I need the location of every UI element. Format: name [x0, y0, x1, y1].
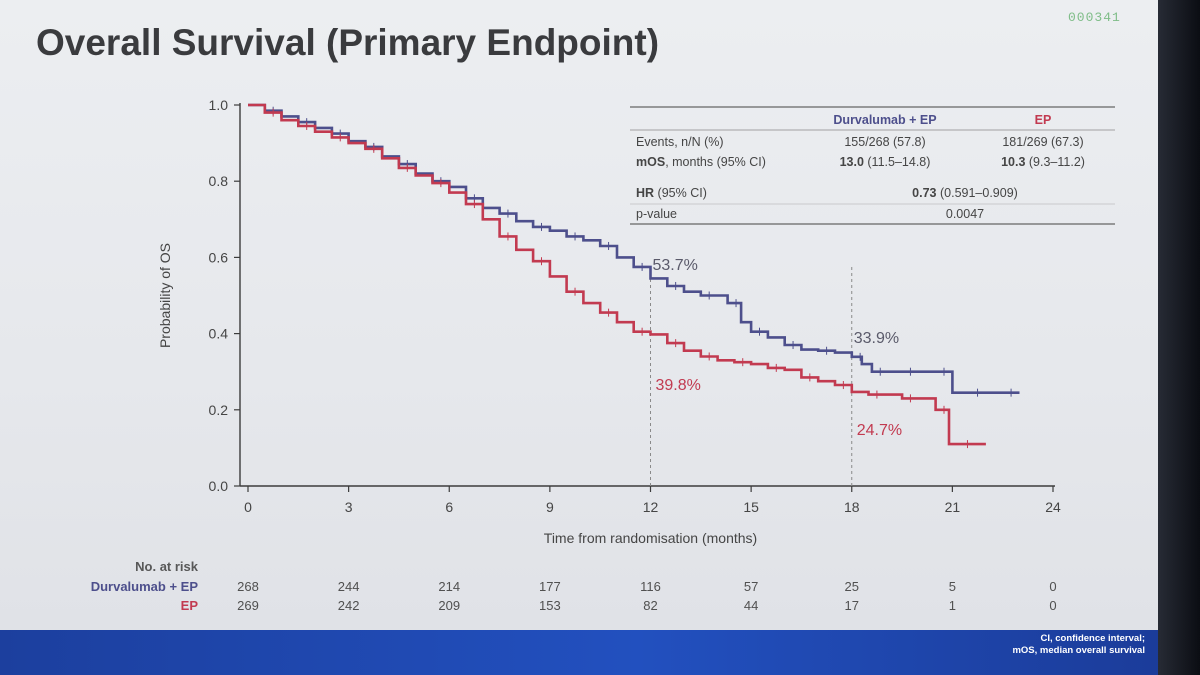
y-tick-label: 0.6 — [209, 249, 229, 265]
annotation-durvalumab-ep-18m: 33.9% — [854, 330, 899, 347]
mos-label: mOS, months (95% CI) — [636, 155, 766, 169]
footnote-line-2: mOS, median overall survival — [1012, 645, 1145, 656]
at-risk-value: 82 — [643, 598, 657, 613]
at-risk-value: 5 — [949, 579, 956, 594]
at-risk-value: 244 — [338, 579, 360, 594]
x-tick-label: 12 — [643, 499, 659, 515]
reference-lines — [650, 265, 853, 486]
table-header-durvalumab: Durvalumab + EP — [833, 113, 936, 127]
events-durvalumab: 155/268 (57.8) — [844, 135, 925, 149]
at-risk-value: 1 — [949, 598, 956, 613]
x-tick-label: 9 — [546, 499, 554, 515]
annotation-ep-12m: 39.8% — [656, 377, 701, 394]
y-tick-label: 0.8 — [209, 173, 229, 189]
at-risk-value: 116 — [640, 579, 661, 594]
at-risk-value: 153 — [539, 598, 561, 613]
y-axis-label: Probability of OS — [157, 243, 173, 348]
slide-number: 000341 — [1068, 10, 1121, 25]
at-risk-value: 177 — [539, 579, 561, 594]
y-tick-label: 0.0 — [209, 478, 229, 494]
at-risk-value: 242 — [338, 598, 360, 613]
at-risk-value: 0 — [1049, 579, 1056, 594]
p-value-label: p-value — [636, 207, 677, 221]
at-risk-value: 57 — [744, 579, 758, 594]
at-risk-value: 269 — [237, 598, 259, 613]
x-tick-label: 24 — [1045, 499, 1061, 515]
x-tick-label: 18 — [844, 499, 860, 515]
at-risk-value: 25 — [845, 579, 859, 594]
at-risk-value: 44 — [744, 598, 758, 613]
at-risk-value: 214 — [438, 579, 460, 594]
events-ep: 181/269 (67.3) — [1002, 135, 1083, 149]
hr-label: HR (95% CI) — [636, 186, 707, 200]
at-risk-row-label: Durvalumab + EP — [91, 579, 199, 594]
curve-annotations: 53.7% 33.9% 39.8% 24.7% — [653, 257, 903, 439]
at-risk-row-label: EP — [181, 598, 199, 613]
x-tick-label: 21 — [945, 499, 961, 515]
at-risk-title: No. at risk — [135, 559, 199, 574]
stats-table: Durvalumab + EP EP Events, n/N (%) 155/2… — [630, 106, 1115, 225]
at-risk-value: 209 — [438, 598, 460, 613]
x-tick-label: 3 — [345, 499, 353, 515]
at-risk-value: 0 — [1049, 598, 1056, 613]
table-header-ep: EP — [1035, 113, 1052, 127]
events-label: Events, n/N (%) — [636, 135, 724, 149]
footer-band — [0, 630, 1160, 675]
projector-edge — [1158, 0, 1200, 675]
p-value: 0.0047 — [946, 207, 984, 221]
mos-durvalumab: 13.0 (11.5–14.8) — [840, 155, 931, 169]
at-risk-value: 268 — [237, 579, 259, 594]
slide-title: Overall Survival (Primary Endpoint) — [36, 22, 660, 63]
annotation-durvalumab-ep-12m: 53.7% — [653, 257, 698, 274]
y-tick-label: 0.2 — [209, 402, 229, 418]
x-tick-label: 6 — [445, 499, 453, 515]
chart-axes: 0 3 6 9 12 15 18 21 24 0.0 0.2 0.4 0.6 0.8 1.0 Time fro… — [157, 97, 1061, 546]
x-tick-label: 15 — [743, 499, 759, 515]
y-tick-label: 1.0 — [209, 97, 229, 113]
x-axis-label: Time from randomisation (months) — [544, 530, 757, 546]
mos-ep: 10.3 (9.3–11.2) — [1001, 155, 1085, 169]
x-tick-label: 0 — [244, 499, 252, 515]
annotation-ep-18m: 24.7% — [857, 422, 902, 439]
hr-value: 0.73 (0.591–0.909) — [912, 186, 1018, 200]
y-tick-label: 0.4 — [209, 326, 229, 342]
at-risk-value: 17 — [845, 598, 859, 613]
footnote: CI, confidence interval; mOS, median ove… — [960, 633, 1145, 657]
footnote-line-1: CI, confidence interval; — [1040, 633, 1145, 644]
survival-curves — [248, 103, 1020, 449]
